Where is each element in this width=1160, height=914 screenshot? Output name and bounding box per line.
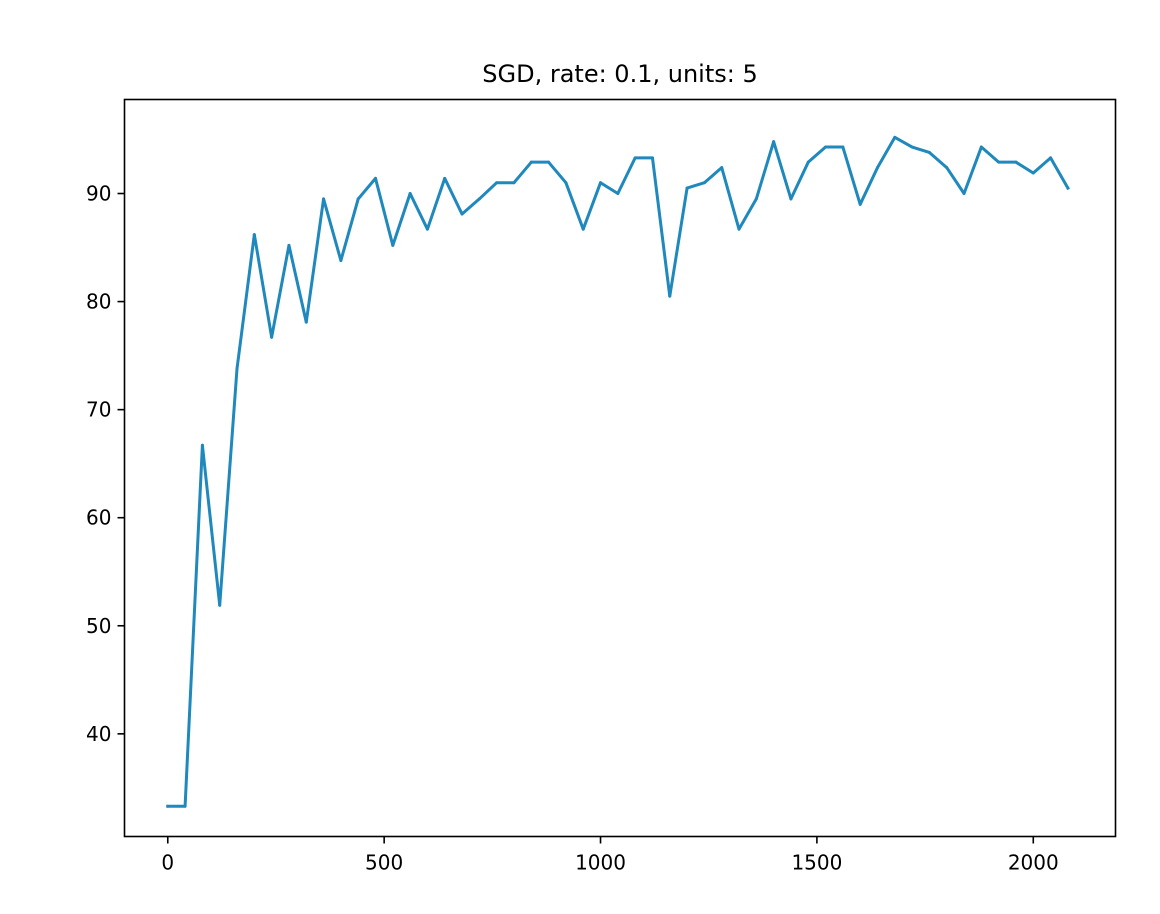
- data-point: [633, 156, 637, 160]
- data-point: [512, 181, 516, 185]
- data-point: [858, 202, 862, 206]
- data-point: [875, 166, 879, 170]
- y-tick-label: 40: [86, 722, 111, 746]
- axes-frame: [123, 98, 1117, 838]
- x-axis: 0 500 1000 1500 2000: [161, 836, 1059, 875]
- data-point: [374, 176, 377, 180]
- data-point: [166, 804, 170, 808]
- data-point: [1066, 186, 1070, 190]
- data-point: [408, 192, 412, 196]
- data-point: [650, 156, 654, 160]
- x-tick-label: 0: [161, 851, 174, 875]
- data-point: [979, 145, 983, 149]
- x-tick-label: 500: [365, 851, 403, 875]
- data-point: [789, 197, 793, 201]
- data-point: [1014, 160, 1018, 164]
- data-point: [806, 160, 810, 164]
- y-tick-label: 70: [86, 398, 111, 422]
- data-point: [685, 186, 689, 190]
- data-point: [252, 233, 256, 237]
- data-point: [772, 140, 776, 144]
- chart-title: SGD, rate: 0.1, units: 5: [482, 60, 757, 88]
- data-point: [529, 160, 533, 164]
- data-point: [893, 135, 897, 139]
- data-point: [927, 150, 931, 154]
- data-point: [235, 367, 239, 371]
- data-point: [841, 145, 845, 149]
- data-point: [183, 804, 187, 808]
- data-point: [495, 181, 499, 185]
- data-point: [754, 197, 758, 201]
- data-point: [547, 160, 551, 164]
- data-point: [599, 181, 603, 185]
- data-point: [477, 197, 481, 201]
- x-tick-label: 1000: [575, 851, 626, 875]
- y-axis: 40 50 60 70 80 90: [86, 182, 125, 746]
- data-point: [322, 197, 326, 201]
- y-tick-label: 50: [86, 614, 111, 638]
- data-point: [270, 335, 274, 339]
- data-point: [425, 227, 429, 231]
- x-tick-label: 1500: [791, 851, 842, 875]
- data-point: [200, 443, 204, 447]
- data-point: [460, 212, 464, 216]
- data-point: [997, 160, 1001, 164]
- data-point: [962, 192, 966, 196]
- data-point: [824, 145, 828, 149]
- y-tick-label: 60: [86, 506, 111, 530]
- data-point: [339, 259, 343, 263]
- data-point: [304, 320, 308, 324]
- data-point: [581, 227, 585, 231]
- data-point: [720, 166, 724, 170]
- data-point: [391, 243, 395, 247]
- plot-area: [166, 135, 1070, 808]
- data-point: [564, 181, 568, 185]
- data-point: [356, 197, 360, 201]
- data-point: [616, 192, 620, 196]
- data-point: [443, 176, 447, 180]
- data-point: [287, 243, 291, 247]
- data-point: [1031, 171, 1035, 175]
- data-point: [910, 145, 914, 149]
- data-point: [945, 166, 949, 170]
- y-tick-label: 90: [86, 182, 111, 206]
- data-point: [1049, 156, 1053, 160]
- data-point: [218, 603, 222, 607]
- data-point: [668, 294, 672, 298]
- y-tick-label: 80: [86, 290, 111, 314]
- x-tick-label: 2000: [1008, 851, 1059, 875]
- data-point: [737, 227, 741, 231]
- data-point: [702, 181, 706, 185]
